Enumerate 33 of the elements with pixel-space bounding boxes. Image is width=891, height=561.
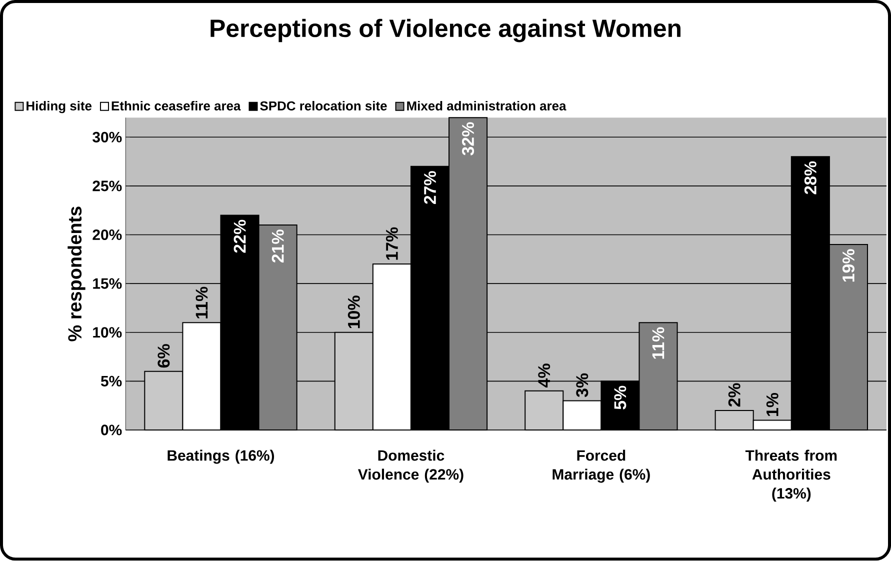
x-tick-label: Threats from Authorities (13%) <box>745 450 837 502</box>
y-axis-title: % respondents <box>68 206 86 342</box>
data-label: 4% <box>538 364 550 388</box>
data-label: 3% <box>576 374 588 398</box>
x-tick-label: Forced Marriage (6%) <box>552 450 650 483</box>
y-tick-label: 30% <box>92 132 122 143</box>
data-label: 17% <box>386 228 398 260</box>
y-tick-label: 15% <box>93 278 122 290</box>
x-tick-label: Domestic Violence (22%) <box>358 450 464 483</box>
data-label: 27% <box>424 171 436 204</box>
data-label: 6% <box>158 344 170 368</box>
data-label: 28% <box>804 162 816 194</box>
data-label: 11% <box>652 327 664 359</box>
legend-label: Hiding site <box>26 101 92 114</box>
data-label: 5% <box>614 386 626 410</box>
data-label: 32% <box>462 122 474 156</box>
y-tick-label: 25% <box>92 180 122 192</box>
data-label: 2% <box>728 383 740 407</box>
chart-title: Perceptions of Violence against Women <box>210 19 680 42</box>
data-label: 1% <box>766 393 778 416</box>
data-label: 21% <box>272 230 284 263</box>
data-label: 22% <box>234 220 246 253</box>
legend-label: SPDC relocation site <box>260 101 387 111</box>
y-tick-label: 20% <box>92 230 122 240</box>
data-label: 10% <box>348 296 360 328</box>
legend-label: Ethnic ceasefire area <box>112 101 241 111</box>
y-tick-label: 5% <box>100 376 122 387</box>
x-tick-label: Beatings (16%) <box>168 450 274 464</box>
legend-label: Mixed administration area <box>407 101 566 111</box>
data-label: 11% <box>196 287 208 319</box>
y-tick-label: 10% <box>93 327 122 338</box>
data-label: 19% <box>842 249 854 282</box>
y-tick-label: 0% <box>101 424 122 436</box>
